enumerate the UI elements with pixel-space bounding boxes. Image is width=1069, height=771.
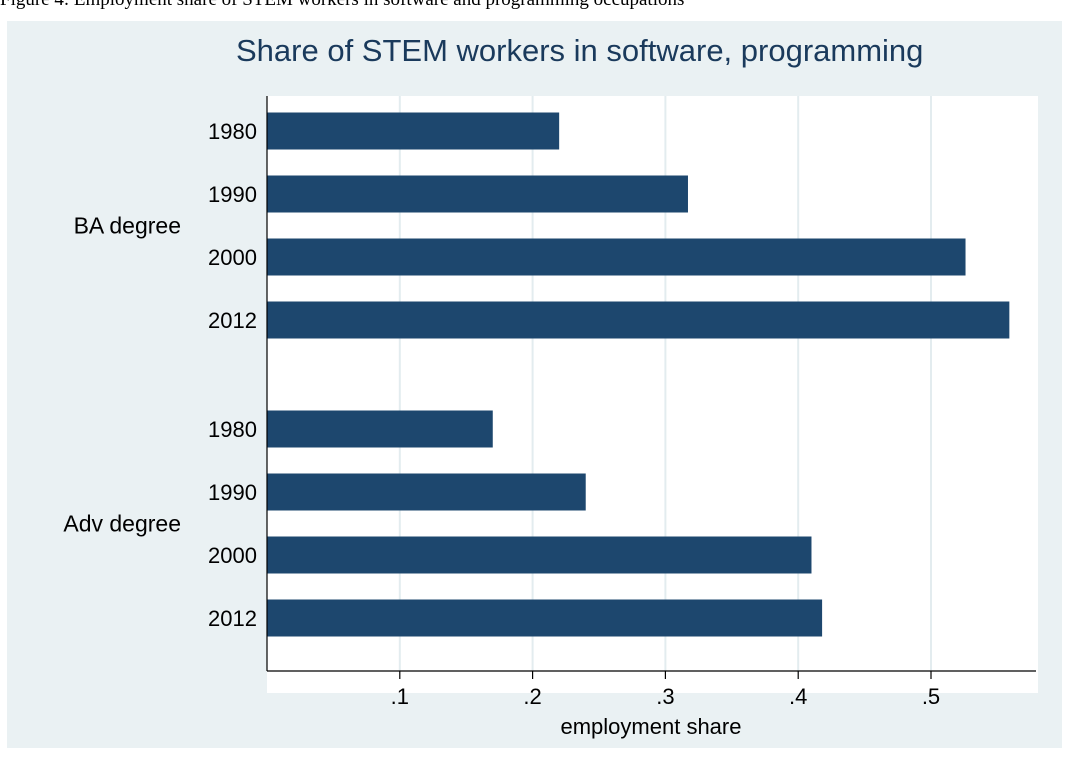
bar (267, 599, 823, 637)
x-tick-label: .4 (789, 684, 807, 709)
category-label: 2000 (208, 245, 257, 270)
chart-title: Share of STEM workers in software, progr… (236, 33, 923, 68)
category-label: 1990 (208, 480, 257, 505)
bar (267, 301, 1010, 339)
x-tick-label: .1 (391, 684, 409, 709)
x-axis-title: employment share (561, 714, 742, 739)
category-label: 1990 (208, 182, 257, 207)
bar (267, 473, 586, 511)
bar (267, 175, 688, 213)
figure-caption: Figure 4: Employment share of STEM worke… (0, 0, 1069, 10)
x-tick-label: .5 (922, 684, 940, 709)
bar (267, 410, 493, 448)
chart-panel: .1 .2 .3 .4 .5 1980 1990 2000 2012 BA degree 1980 1… (7, 21, 1062, 748)
group-label: Adv degree (63, 511, 181, 537)
bar-chart: .1 .2 .3 .4 .5 1980 1990 2000 2012 BA degree 1980 1… (63, 33, 1038, 739)
labels: .1 .2 .3 .4 .5 1980 1990 2000 2012 BA degree 1980 1… (63, 119, 940, 709)
category-label: 2000 (208, 543, 257, 568)
category-label: 1980 (208, 119, 257, 144)
bar (267, 238, 966, 276)
bar (267, 112, 560, 150)
x-tick-label: .3 (656, 684, 674, 709)
group-label: BA degree (74, 213, 181, 239)
bars (267, 112, 1010, 637)
category-label: 2012 (208, 308, 257, 333)
category-label: 2012 (208, 606, 257, 631)
category-label: 1980 (208, 417, 257, 442)
bar (267, 536, 812, 574)
x-tick-label: .2 (523, 684, 541, 709)
axes (266, 96, 1036, 679)
